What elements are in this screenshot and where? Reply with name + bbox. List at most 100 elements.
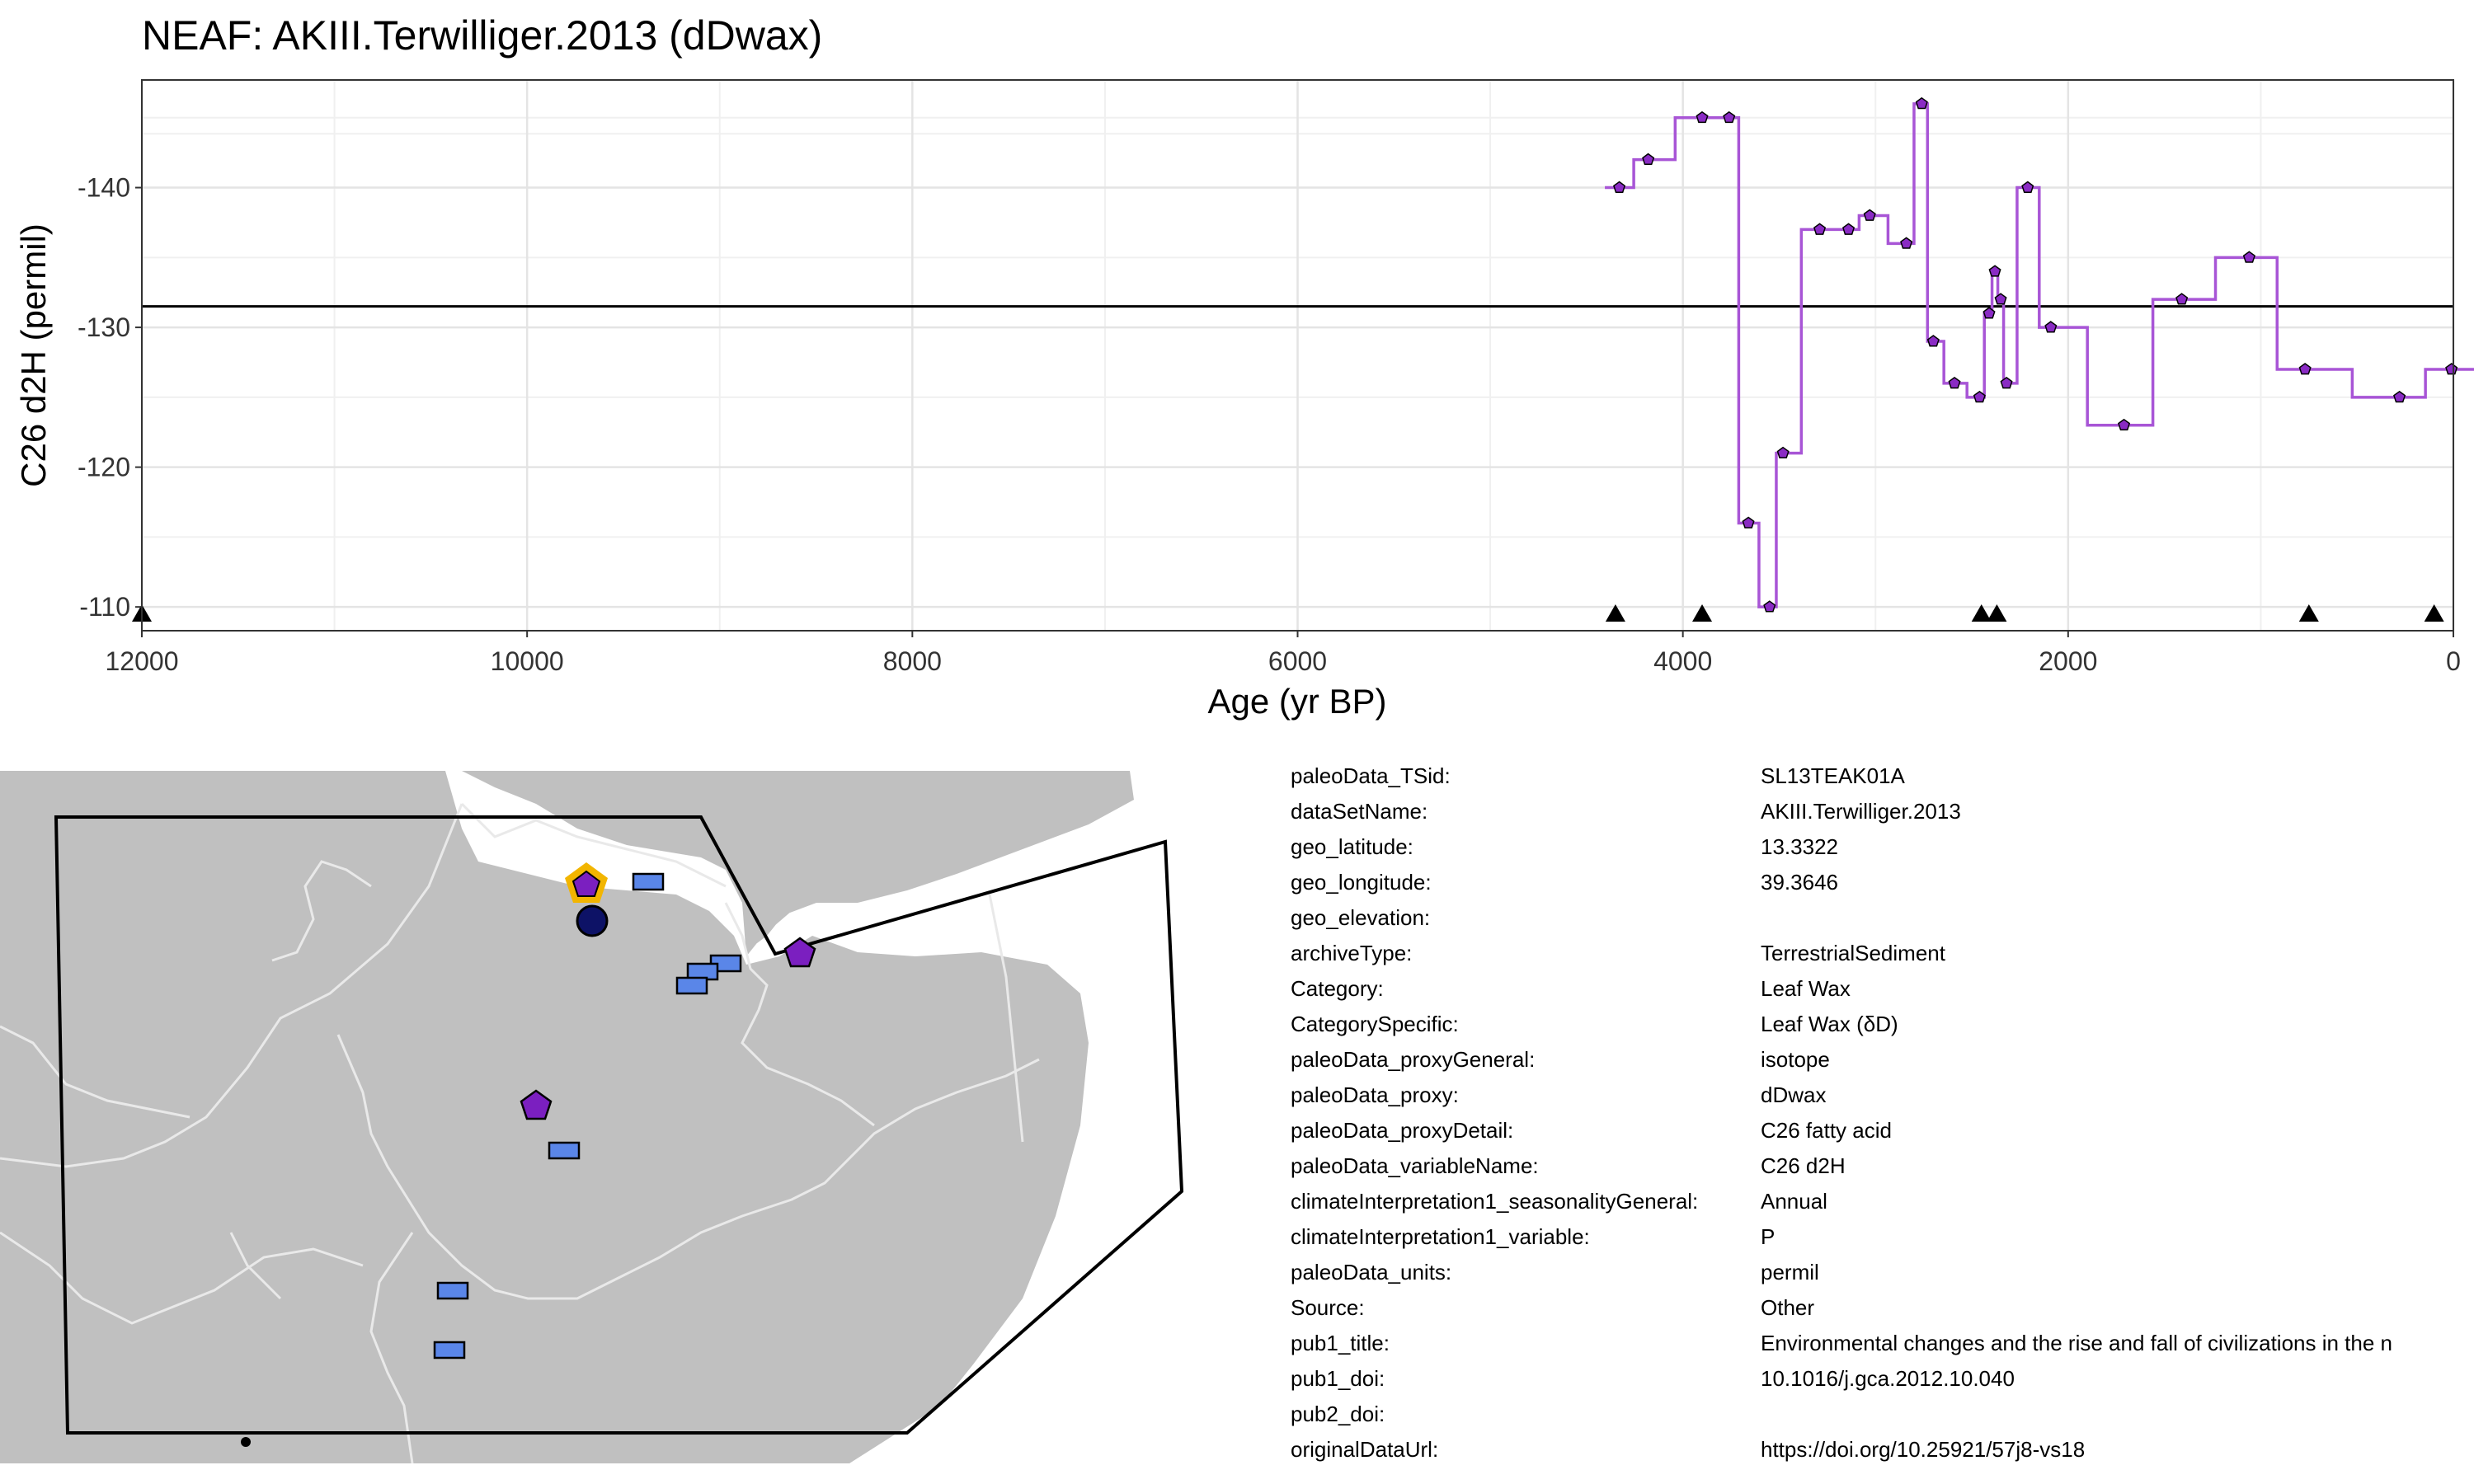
y-axis-ticks: -140 -130 -120 -110 (78, 173, 142, 622)
data-point (1973, 390, 1986, 403)
metadata-row: climateInterpretation1_seasonalityGenera… (1291, 1184, 2474, 1219)
data-point (2242, 251, 2255, 263)
metadata-value: C26 fatty acid (1761, 1118, 1892, 1143)
data-point (2298, 363, 2312, 375)
x-axis-ticks: 12000 10000 8000 6000 4000 2000 0 (106, 631, 2461, 676)
metadata-row: paleoData_TSid: SL13TEAK01A (1291, 758, 2474, 794)
data-point (1842, 223, 1856, 235)
metadata-row: paleoData_variableName: C26 d2H (1291, 1148, 2474, 1184)
metadata-value: SL13TEAK01A (1761, 763, 1905, 788)
x-tick-label: 0 (2446, 646, 2461, 676)
metadata-key: climateInterpretation1_seasonalityGenera… (1291, 1189, 1699, 1214)
metadata-row: pub1_doi: 10.1016/j.gca.2012.10.040 (1291, 1361, 2474, 1397)
site-pentagon (783, 937, 816, 968)
x-tick-label: 12000 (106, 646, 179, 676)
metadata-row: paleoData_units: permil (1291, 1255, 2474, 1290)
site-rect (433, 1341, 466, 1360)
metadata-value: Environmental changes and the rise and f… (1761, 1331, 2392, 1355)
data-point (2175, 293, 2189, 305)
region-outline (54, 815, 1184, 1435)
metadata-row: geo_latitude: 13.3322 (1291, 829, 2474, 865)
y-tick-label: -130 (78, 312, 130, 342)
metadata-key: paleoData_variableName: (1291, 1153, 1539, 1178)
data-point (1915, 96, 1928, 110)
y-tick-label: -140 (78, 173, 130, 203)
chron-marker (2298, 604, 2319, 622)
y-tick-label: -120 (78, 453, 130, 482)
metadata-key: paleoData_proxyDetail: (1291, 1118, 1514, 1143)
x-tick-label: 6000 (1268, 646, 1327, 676)
country-borders (0, 802, 1040, 1463)
data-point (1926, 335, 1940, 347)
metadata-row: geo_longitude: 39.3646 (1291, 865, 2474, 900)
metadata-panel: paleoData_TSid: SL13TEAK01A dataSetName: AK… (1291, 758, 2474, 1484)
metadata-key: paleoData_proxyGeneral: (1291, 1047, 1536, 1072)
metadata-row: paleoData_proxyDetail: C26 fatty acid (1291, 1113, 2474, 1148)
site-pentagon (520, 1089, 553, 1120)
metadata-key: Source: (1291, 1295, 1365, 1320)
data-point (1763, 600, 1776, 613)
data-point (1723, 110, 1736, 124)
metadata-row: CategorySpecific: Leaf Wax (δD) (1291, 1007, 2474, 1042)
data-point (1642, 153, 1655, 166)
metadata-row: Category: Leaf Wax (1291, 971, 2474, 1007)
data-points (1613, 96, 2458, 613)
metadata-key: archiveType: (1291, 941, 1413, 965)
metadata-key: paleoData_proxy: (1291, 1082, 1459, 1107)
x-tick-label: 4000 (1653, 646, 1712, 676)
data-point (1994, 293, 2007, 305)
metadata-row: paleoData_proxy: dDwax (1291, 1078, 2474, 1113)
chron-marker (1605, 604, 1625, 622)
metadata-value: Annual (1761, 1189, 1827, 1214)
y-tick-label: -110 (79, 592, 130, 622)
metadata-row: pub2_doi: (1291, 1397, 2474, 1432)
metadata-row: paleoData_proxyGeneral: isotope (1291, 1042, 2474, 1078)
x-tick-label: 2000 (2039, 646, 2097, 676)
x-tick-label: 10000 (491, 646, 564, 676)
metadata-row: Source: Other (1291, 1290, 2474, 1326)
metadata-key: paleoData_units: (1291, 1260, 1452, 1284)
metadata-key: dataSetName: (1291, 799, 1428, 824)
metadata-key: geo_latitude: (1291, 834, 1413, 859)
data-point (1982, 307, 1996, 319)
chron-marker (1987, 604, 2007, 622)
metadata-value: 13.3322 (1761, 834, 1838, 859)
data-point (1948, 376, 1961, 389)
selected-site-marker (571, 870, 601, 897)
metadata-value: Leaf Wax (δD) (1761, 1012, 1898, 1036)
chron-marker (1692, 604, 1713, 622)
metadata-key: pub2_doi: (1291, 1402, 1385, 1426)
site-map (0, 771, 1188, 1463)
site-dot (241, 1437, 251, 1447)
metadata-value: AKIII.Terwilliger.2013 (1761, 799, 1961, 824)
data-point (2118, 418, 2131, 431)
data-point (1988, 265, 2001, 277)
metadata-value: 10.1016/j.gca.2012.10.040 (1761, 1366, 2015, 1391)
metadata-row: dataSetName: AKIII.Terwilliger.2013 (1291, 794, 2474, 829)
metadata-key: paleoData_TSid: (1291, 763, 1451, 788)
data-point (1900, 237, 1913, 249)
data-point (2000, 376, 2013, 389)
data-point (1696, 110, 1709, 124)
y-axis-label: C26 d2H (permil) (14, 223, 53, 487)
site-circle (576, 904, 609, 937)
data-point (1613, 181, 1626, 193)
metadata-key: climateInterpretation1_variable: (1291, 1224, 1590, 1249)
metadata-value: Leaf Wax (1761, 976, 1851, 1001)
site-rect (436, 1281, 469, 1300)
metadata-row: geo_elevation:• (1291, 900, 2474, 936)
metadata-value: P (1761, 1224, 1776, 1249)
x-axis-label: Age (yr BP) (1207, 682, 1386, 721)
data-point (1742, 516, 1755, 528)
data-point (1813, 223, 1827, 235)
metadata-key: originalDataUrl: (1291, 1437, 1439, 1462)
site-rectangles (433, 872, 742, 1360)
metadata-row: archiveType: TerrestrialSediment (1291, 936, 2474, 971)
data-point (1776, 446, 1790, 459)
data-point (2021, 181, 2034, 193)
metadata-value: C26 d2H (1761, 1153, 1846, 1178)
metadata-value: isotope (1761, 1047, 1830, 1072)
chart-title: NEAF: AKIII.Terwilliger.2013 (dDwax) (142, 12, 822, 59)
site-rect (675, 976, 708, 995)
metadata-value: Other (1761, 1295, 1815, 1320)
